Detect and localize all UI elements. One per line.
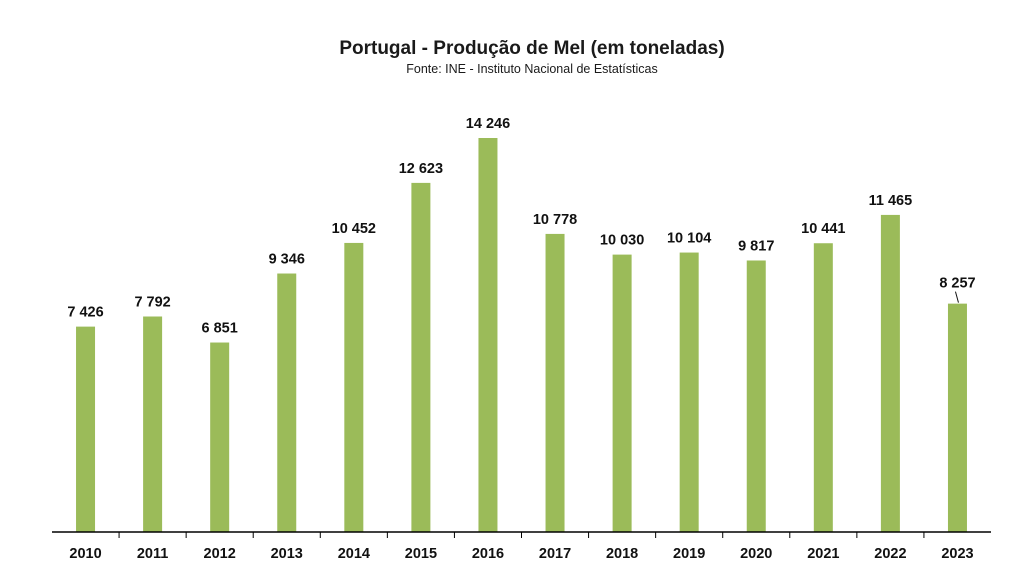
x-tick-label: 2016 xyxy=(472,546,504,562)
data-label-2017: 10 778 xyxy=(533,212,577,228)
data-label-2018: 10 030 xyxy=(600,233,644,249)
data-label-2012: 6 851 xyxy=(202,321,238,337)
x-tick-label: 2023 xyxy=(941,546,973,562)
bar-2018 xyxy=(612,254,632,532)
x-tick-label: 2012 xyxy=(204,546,236,562)
data-label-2010: 7 426 xyxy=(67,305,103,321)
x-tick-label: 2013 xyxy=(271,546,303,562)
bar-2021 xyxy=(813,243,833,533)
bar-2010 xyxy=(76,326,96,532)
data-label-2020: 9 817 xyxy=(738,238,774,254)
x-tick-label: 2018 xyxy=(606,546,638,562)
data-label-2011: 7 792 xyxy=(134,294,170,310)
data-label-2014: 10 452 xyxy=(332,221,376,237)
bar-2022 xyxy=(880,214,900,532)
bar-2019 xyxy=(679,252,699,533)
data-label-2015: 12 623 xyxy=(399,161,443,177)
chart-subtitle: Fonte: INE - Instituto Nacional de Estat… xyxy=(406,62,658,76)
x-tick-label: 2011 xyxy=(137,546,168,562)
x-tick-label: 2014 xyxy=(338,546,370,562)
bar-2016 xyxy=(478,138,498,532)
value-labels-layer: 7 426 7 792 6 851 9 346 10 452 12 623 14 246 10… xyxy=(67,116,975,337)
x-tick-label: 2021 xyxy=(807,546,839,562)
data-label-2019: 10 104 xyxy=(667,231,711,247)
bar-2012 xyxy=(210,342,230,532)
bar-2017 xyxy=(545,233,565,533)
data-label-2022: 11 465 xyxy=(869,193,913,209)
bar-2020 xyxy=(746,260,766,532)
data-label-2023: 8 257 xyxy=(939,276,975,292)
x-tick-label: 2022 xyxy=(874,546,906,562)
x-tick-label: 2015 xyxy=(405,546,437,562)
bar-2023 xyxy=(947,303,967,532)
bar-2014 xyxy=(344,242,364,532)
x-tick-label: 2017 xyxy=(539,546,571,562)
data-label-2021: 10 441 xyxy=(801,221,845,237)
bars-layer xyxy=(76,138,967,533)
data-label-2016: 14 246 xyxy=(466,116,510,132)
bar-2015 xyxy=(411,182,431,532)
bar-2013 xyxy=(277,273,297,532)
x-tick-label: 2019 xyxy=(673,546,705,562)
x-tick-label: 2020 xyxy=(740,546,772,562)
chart-title: Portugal - Produção de Mel (em toneladas… xyxy=(339,38,725,59)
label-leader-line xyxy=(954,291,959,303)
x-axis: 2010 2011 2012 2013 2014 2015 2016 2017 2018 2019… xyxy=(52,531,991,562)
data-label-2013: 9 346 xyxy=(269,252,305,268)
bar-2011 xyxy=(143,316,163,532)
x-tick-label: 2010 xyxy=(69,546,101,562)
